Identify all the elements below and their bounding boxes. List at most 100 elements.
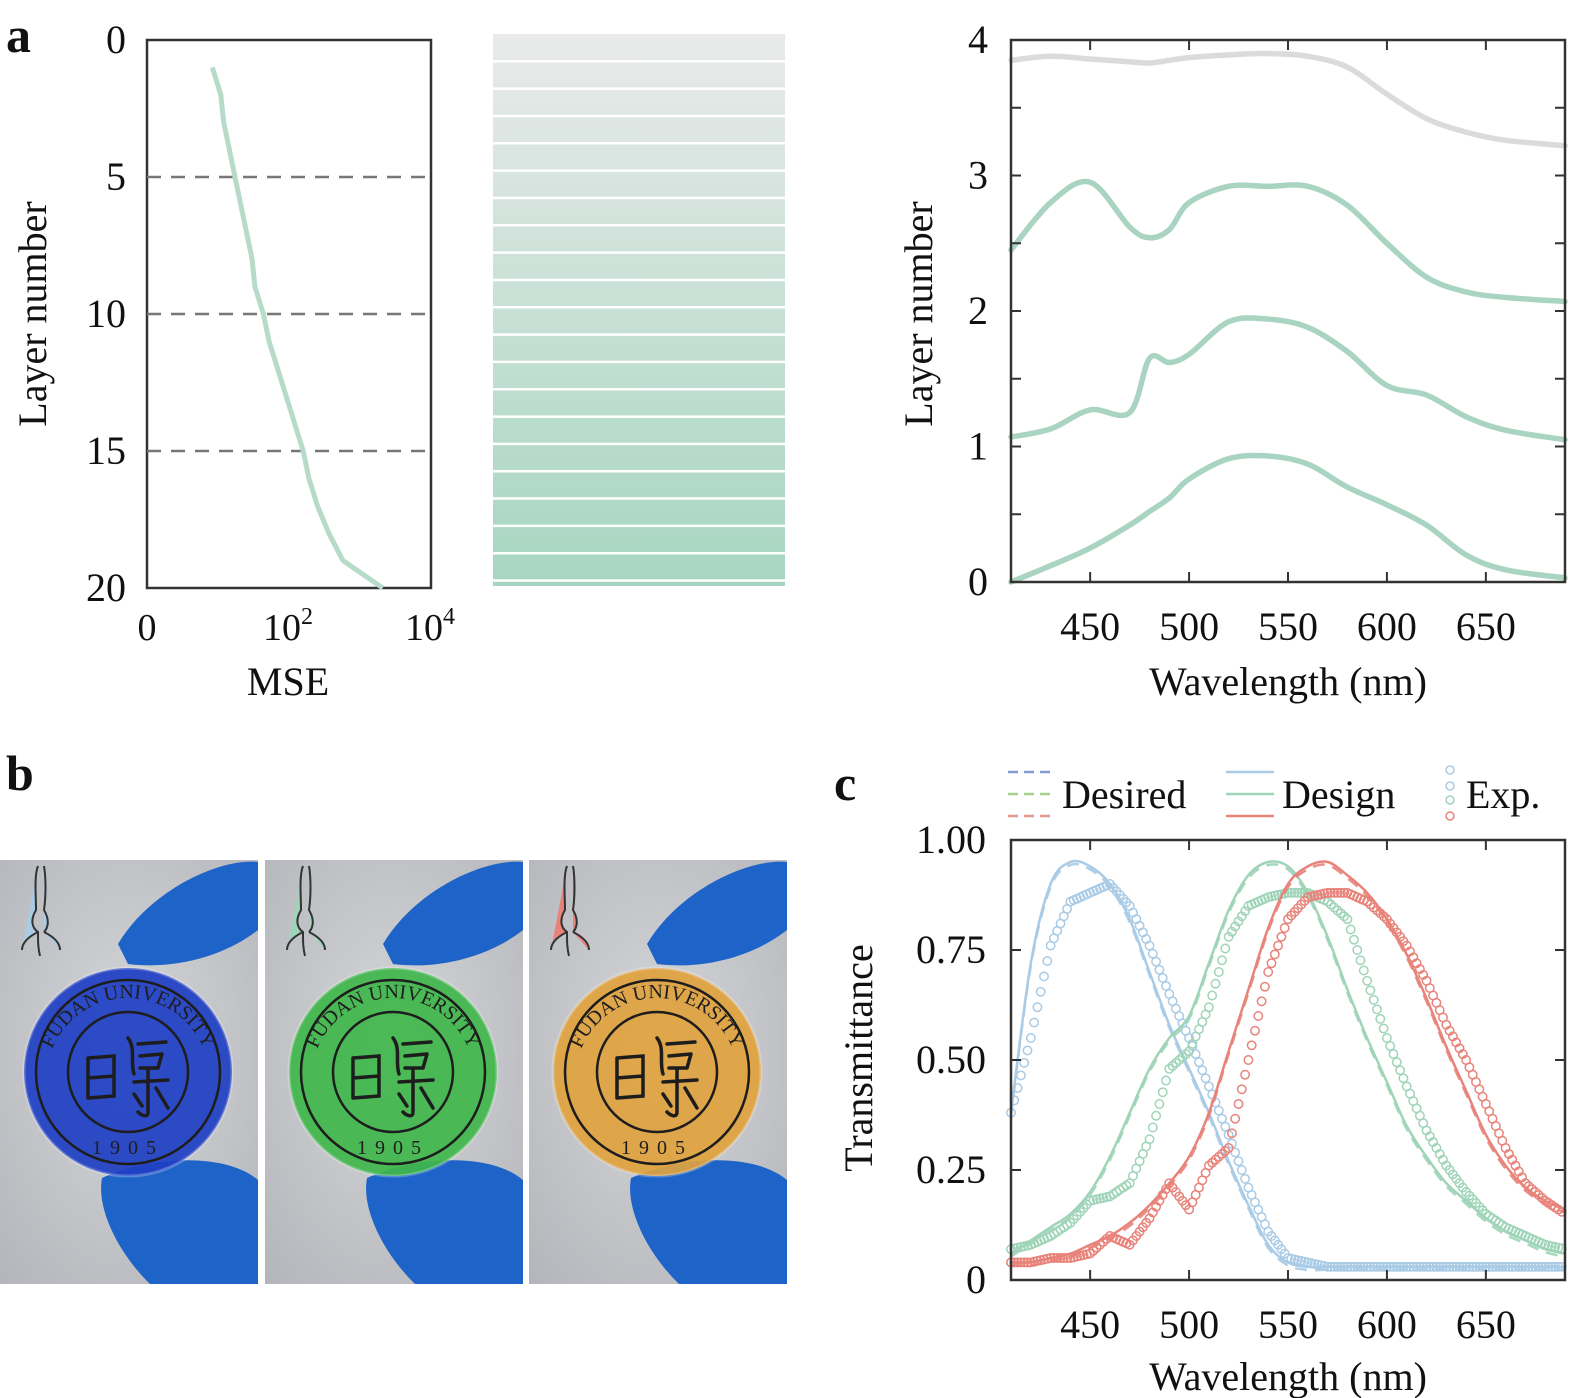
pen-icon bbox=[21, 865, 61, 957]
exp-point bbox=[1494, 1261, 1504, 1272]
exp-point bbox=[1197, 1065, 1208, 1076]
spectra-tick-marks bbox=[1011, 39, 1565, 583]
glove-top bbox=[647, 861, 787, 966]
layer-stack bbox=[493, 34, 785, 586]
legend-exp: Exp. bbox=[1445, 765, 1540, 821]
transmittance-x-axis-label: Wavelength (nm) bbox=[1149, 1354, 1427, 1398]
exp-point bbox=[1296, 887, 1307, 898]
mse-y-tick: 10 bbox=[86, 291, 126, 336]
exp-point bbox=[1019, 1257, 1030, 1268]
spectra-x-tick: 650 bbox=[1456, 604, 1516, 649]
exp-point bbox=[1418, 1261, 1429, 1272]
exp-point bbox=[1487, 1261, 1498, 1272]
exp-point bbox=[1144, 940, 1155, 951]
exp-point bbox=[1444, 1261, 1455, 1272]
exp-point bbox=[1062, 1253, 1073, 1263]
exp-point bbox=[1484, 1261, 1495, 1272]
transmittance-y-tick: 1.00 bbox=[916, 817, 986, 862]
pen-icon bbox=[550, 865, 590, 957]
exp-point bbox=[1217, 1148, 1227, 1159]
exp-point bbox=[1151, 1110, 1162, 1121]
exp-point bbox=[1375, 1013, 1386, 1024]
exp-point bbox=[1358, 965, 1369, 976]
exp-point bbox=[1230, 921, 1241, 932]
exp-point bbox=[1441, 1261, 1452, 1272]
panel-label-b: b bbox=[6, 745, 34, 801]
spectra-x-axis-label: Wavelength (nm) bbox=[1149, 659, 1427, 704]
exp-point bbox=[1325, 899, 1336, 910]
exp-point bbox=[1273, 940, 1284, 951]
exp-point bbox=[1385, 1041, 1396, 1052]
layer-stack-body bbox=[493, 34, 785, 586]
exp-point bbox=[1269, 949, 1280, 960]
exp-point bbox=[1375, 908, 1386, 919]
exp-point bbox=[1144, 1134, 1155, 1145]
exp-point bbox=[1055, 1253, 1066, 1263]
exp-point bbox=[1233, 1156, 1244, 1167]
exp-point bbox=[1477, 1261, 1488, 1272]
exp-point bbox=[1365, 985, 1376, 996]
color-filter-disk bbox=[553, 968, 761, 1176]
exp-point bbox=[1507, 1261, 1518, 1272]
exp-point bbox=[1362, 1261, 1373, 1272]
exp-point bbox=[1543, 1261, 1554, 1272]
exp-point bbox=[1339, 1261, 1350, 1272]
transmittance-tick-marks bbox=[1011, 839, 1565, 1281]
exp-point bbox=[1553, 1261, 1564, 1272]
exp-point bbox=[1530, 1261, 1541, 1272]
exp-point bbox=[1520, 1261, 1531, 1272]
color-filter-disk bbox=[24, 968, 232, 1176]
exp-point bbox=[1388, 1049, 1399, 1060]
exp-point bbox=[1039, 971, 1049, 982]
exp-point bbox=[1286, 887, 1297, 898]
exp-point bbox=[1019, 1057, 1030, 1068]
exp-point bbox=[1217, 1113, 1227, 1124]
spectrum-curve bbox=[1008, 315, 1568, 443]
exp-point bbox=[1147, 1122, 1158, 1133]
exp-point bbox=[1510, 1261, 1521, 1272]
exp-point bbox=[1503, 1261, 1514, 1272]
exp-point bbox=[1352, 945, 1363, 955]
exp-point bbox=[1451, 1261, 1462, 1272]
exp-point bbox=[1540, 1261, 1551, 1272]
exp-point bbox=[1240, 906, 1251, 917]
seal-glyph-left bbox=[615, 1054, 645, 1100]
exp-point bbox=[1157, 972, 1168, 983]
exp-point bbox=[1368, 994, 1379, 1005]
exp-point bbox=[1226, 926, 1237, 937]
exp-point bbox=[1233, 1099, 1244, 1109]
exp-point bbox=[1497, 1261, 1508, 1272]
transmittance-y-tick: 0.25 bbox=[916, 1147, 986, 1192]
exp-point bbox=[1147, 948, 1158, 959]
exp-point bbox=[1207, 1157, 1218, 1168]
exp-point bbox=[1022, 1045, 1033, 1056]
spectra-x-tick: 450 bbox=[1060, 604, 1120, 649]
spectra-y-tick-labels: 0 1 2 3 4 bbox=[968, 17, 988, 604]
exp-point bbox=[1236, 1084, 1247, 1095]
exp-point bbox=[1517, 1261, 1528, 1272]
transmittance-y-tick: 0.50 bbox=[916, 1037, 986, 1082]
exp-point bbox=[1411, 1261, 1422, 1272]
exp-point bbox=[1424, 1261, 1435, 1272]
exp-point bbox=[1223, 1143, 1234, 1153]
exp-point bbox=[1349, 934, 1359, 945]
spectra-y-tick: 2 bbox=[968, 288, 988, 333]
transmittance-y-axis-label: Transmittance bbox=[836, 944, 881, 1171]
exp-point bbox=[1378, 1023, 1389, 1034]
legend-desired: Desired bbox=[1008, 770, 1186, 818]
exp-point bbox=[1279, 923, 1290, 933]
exp-point bbox=[1428, 1261, 1439, 1272]
exp-point bbox=[1474, 1261, 1485, 1272]
exp-point bbox=[1421, 1261, 1432, 1272]
spectra-y-axis-label: Layer number bbox=[896, 201, 941, 426]
exp-point bbox=[1398, 1073, 1409, 1084]
exp-point bbox=[1500, 1261, 1511, 1272]
exp-point bbox=[1345, 1261, 1356, 1272]
spectra-x-tick: 550 bbox=[1258, 604, 1318, 649]
exp-point bbox=[1431, 1261, 1442, 1272]
mse-x-tick-10000: 104 bbox=[405, 604, 455, 649]
desired-curve bbox=[1010, 863, 1566, 1258]
transmittance-y-tick: 0.75 bbox=[916, 927, 986, 972]
mse-y-axis-label: Layer number bbox=[10, 201, 55, 426]
